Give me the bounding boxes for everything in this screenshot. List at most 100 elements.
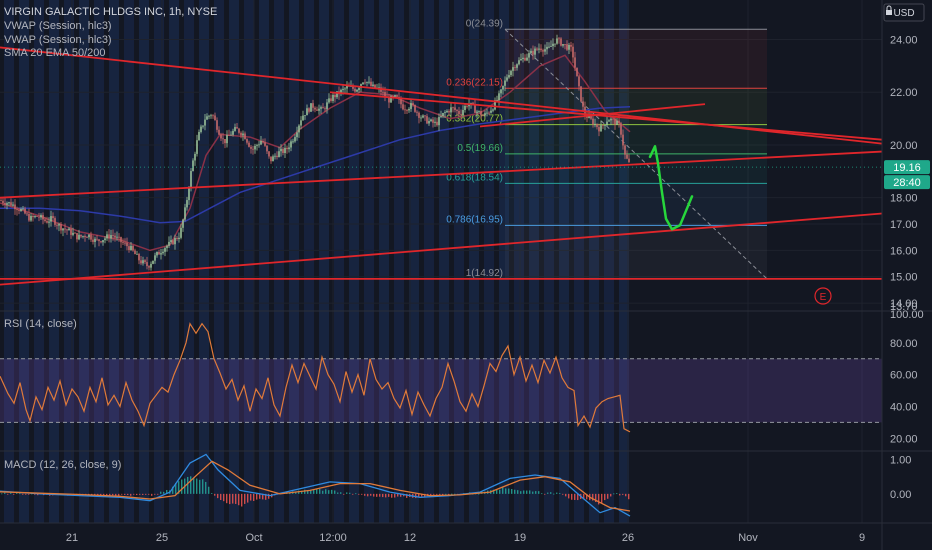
- session-band: [49, 0, 59, 523]
- candle-body: [422, 115, 424, 118]
- candle-body: [302, 115, 304, 121]
- fib-level-label: 0.382(20.77): [446, 114, 503, 125]
- candle-body: [512, 67, 514, 71]
- lock-icon[interactable]: [886, 5, 892, 15]
- macd-histogram-bar: [22, 493, 24, 495]
- candle-body: [384, 91, 386, 97]
- candle-body: [606, 121, 608, 126]
- macd-histogram-bar: [529, 490, 531, 494]
- fib-level-label: 0.236(22.15): [446, 77, 503, 88]
- candle-body: [354, 88, 356, 92]
- indicator-vwap-1[interactable]: VWAP (Session, hlc3): [4, 20, 112, 32]
- candle-body: [6, 203, 8, 205]
- candle-body: [4, 202, 6, 205]
- rsi-tick-label: 100.00: [890, 309, 924, 321]
- session-band: [184, 0, 194, 523]
- macd-histogram-bar: [436, 493, 438, 495]
- rsi-title[interactable]: RSI (14, close): [4, 318, 77, 330]
- candle-body: [330, 98, 332, 101]
- candle-body: [118, 236, 120, 238]
- macd-histogram-bar: [346, 492, 348, 494]
- macd-title[interactable]: MACD (12, 26, close, 9): [4, 459, 121, 471]
- rsi-line[interactable]: [0, 322, 631, 433]
- candle-body: [158, 252, 160, 255]
- macd-histogram-bar: [502, 487, 504, 494]
- candle-body: [202, 125, 204, 127]
- candle-body: [366, 81, 368, 83]
- candle-body: [418, 112, 420, 118]
- macd-histogram-bar: [358, 493, 360, 495]
- candle-body: [288, 147, 290, 150]
- candle-body: [292, 141, 294, 143]
- candle-body: [120, 237, 122, 243]
- macd-histogram-bar: [616, 493, 618, 494]
- candle-body: [488, 112, 490, 114]
- macd-histogram-bar: [493, 489, 495, 494]
- price-tick-label: 18.00: [890, 193, 918, 205]
- candle-body: [570, 44, 572, 47]
- trendline[interactable]: [0, 150, 883, 199]
- candle-body: [364, 82, 366, 84]
- macd-histogram-bar: [478, 493, 480, 495]
- price-pane[interactable]: 0(24.39) 0.236(22.15) 0.382(20.77) 0.5(19.6…: [0, 18, 883, 286]
- time-tick-label: 25: [156, 532, 168, 544]
- fib-zone: [505, 183, 767, 226]
- candle-body: [378, 87, 380, 89]
- candle-body: [100, 241, 102, 243]
- indicator-vwap-2[interactable]: VWAP (Session, hlc3): [4, 34, 112, 46]
- candle-body: [486, 112, 488, 114]
- candle-body: [514, 67, 516, 68]
- price-tick-label: 17.00: [890, 219, 918, 231]
- trendline[interactable]: [479, 103, 706, 128]
- time-axis[interactable]: 21 25 Oct 12:00 12 19 26 Nov 9: [66, 532, 865, 544]
- macd-histogram-bar: [334, 490, 336, 494]
- rsi-pane[interactable]: [0, 322, 882, 433]
- candle-body: [578, 76, 580, 87]
- earnings-marker[interactable]: E: [814, 287, 832, 305]
- candle-body: [20, 209, 22, 211]
- candle-body: [60, 224, 62, 231]
- candle-body: [112, 235, 114, 236]
- candle-body: [312, 103, 314, 108]
- candle-body: [148, 266, 150, 268]
- candle-body: [438, 117, 440, 126]
- macd-histogram-bar: [421, 493, 423, 497]
- macd-histogram-bar: [37, 493, 39, 496]
- candle-body: [592, 118, 594, 125]
- macd-histogram-bar: [535, 491, 537, 494]
- indicator-ma[interactable]: SMA 20 EMA 50/200: [4, 47, 106, 59]
- macd-histogram-bar: [397, 493, 399, 497]
- candle-body: [278, 151, 280, 158]
- fib-level-label: 0.786(16.95): [446, 214, 503, 225]
- candle-body: [62, 228, 64, 231]
- price-tick-label: 22.00: [890, 87, 918, 99]
- trendline[interactable]: [0, 212, 883, 286]
- session-band: [394, 0, 404, 523]
- session-band: [379, 0, 389, 523]
- candle-body: [0, 200, 2, 202]
- projection-drawing[interactable]: [648, 145, 694, 231]
- price-axis[interactable]: 24.00 22.00 20.00 18.00 17.00 16.00 15.00 14.00…: [890, 35, 924, 501]
- macd-histogram-bar: [316, 489, 318, 494]
- macd-tick-label: 0.00: [890, 489, 911, 501]
- macd-pane[interactable]: [0, 453, 631, 517]
- candle-body: [268, 151, 270, 157]
- candle-body: [242, 133, 244, 136]
- candle-body: [468, 103, 470, 107]
- macd-histogram-bar: [607, 493, 609, 499]
- session-band: [334, 0, 344, 523]
- candle-body: [124, 242, 126, 244]
- candle-body: [82, 235, 84, 237]
- candle-body: [220, 134, 222, 139]
- candle-body: [520, 59, 522, 61]
- currency-button[interactable]: USD: [883, 3, 925, 22]
- macd-histogram-bar: [295, 491, 297, 494]
- macd-line[interactable]: [0, 453, 631, 517]
- macd-histogram-bar: [103, 493, 105, 496]
- fib-trend-line[interactable]: [504, 28, 768, 280]
- macd-histogram-bar: [220, 493, 222, 501]
- macd-histogram-bar: [619, 493, 621, 496]
- trendline[interactable]: [329, 91, 883, 141]
- candle-body: [160, 253, 162, 255]
- signal-line[interactable]: [0, 460, 631, 512]
